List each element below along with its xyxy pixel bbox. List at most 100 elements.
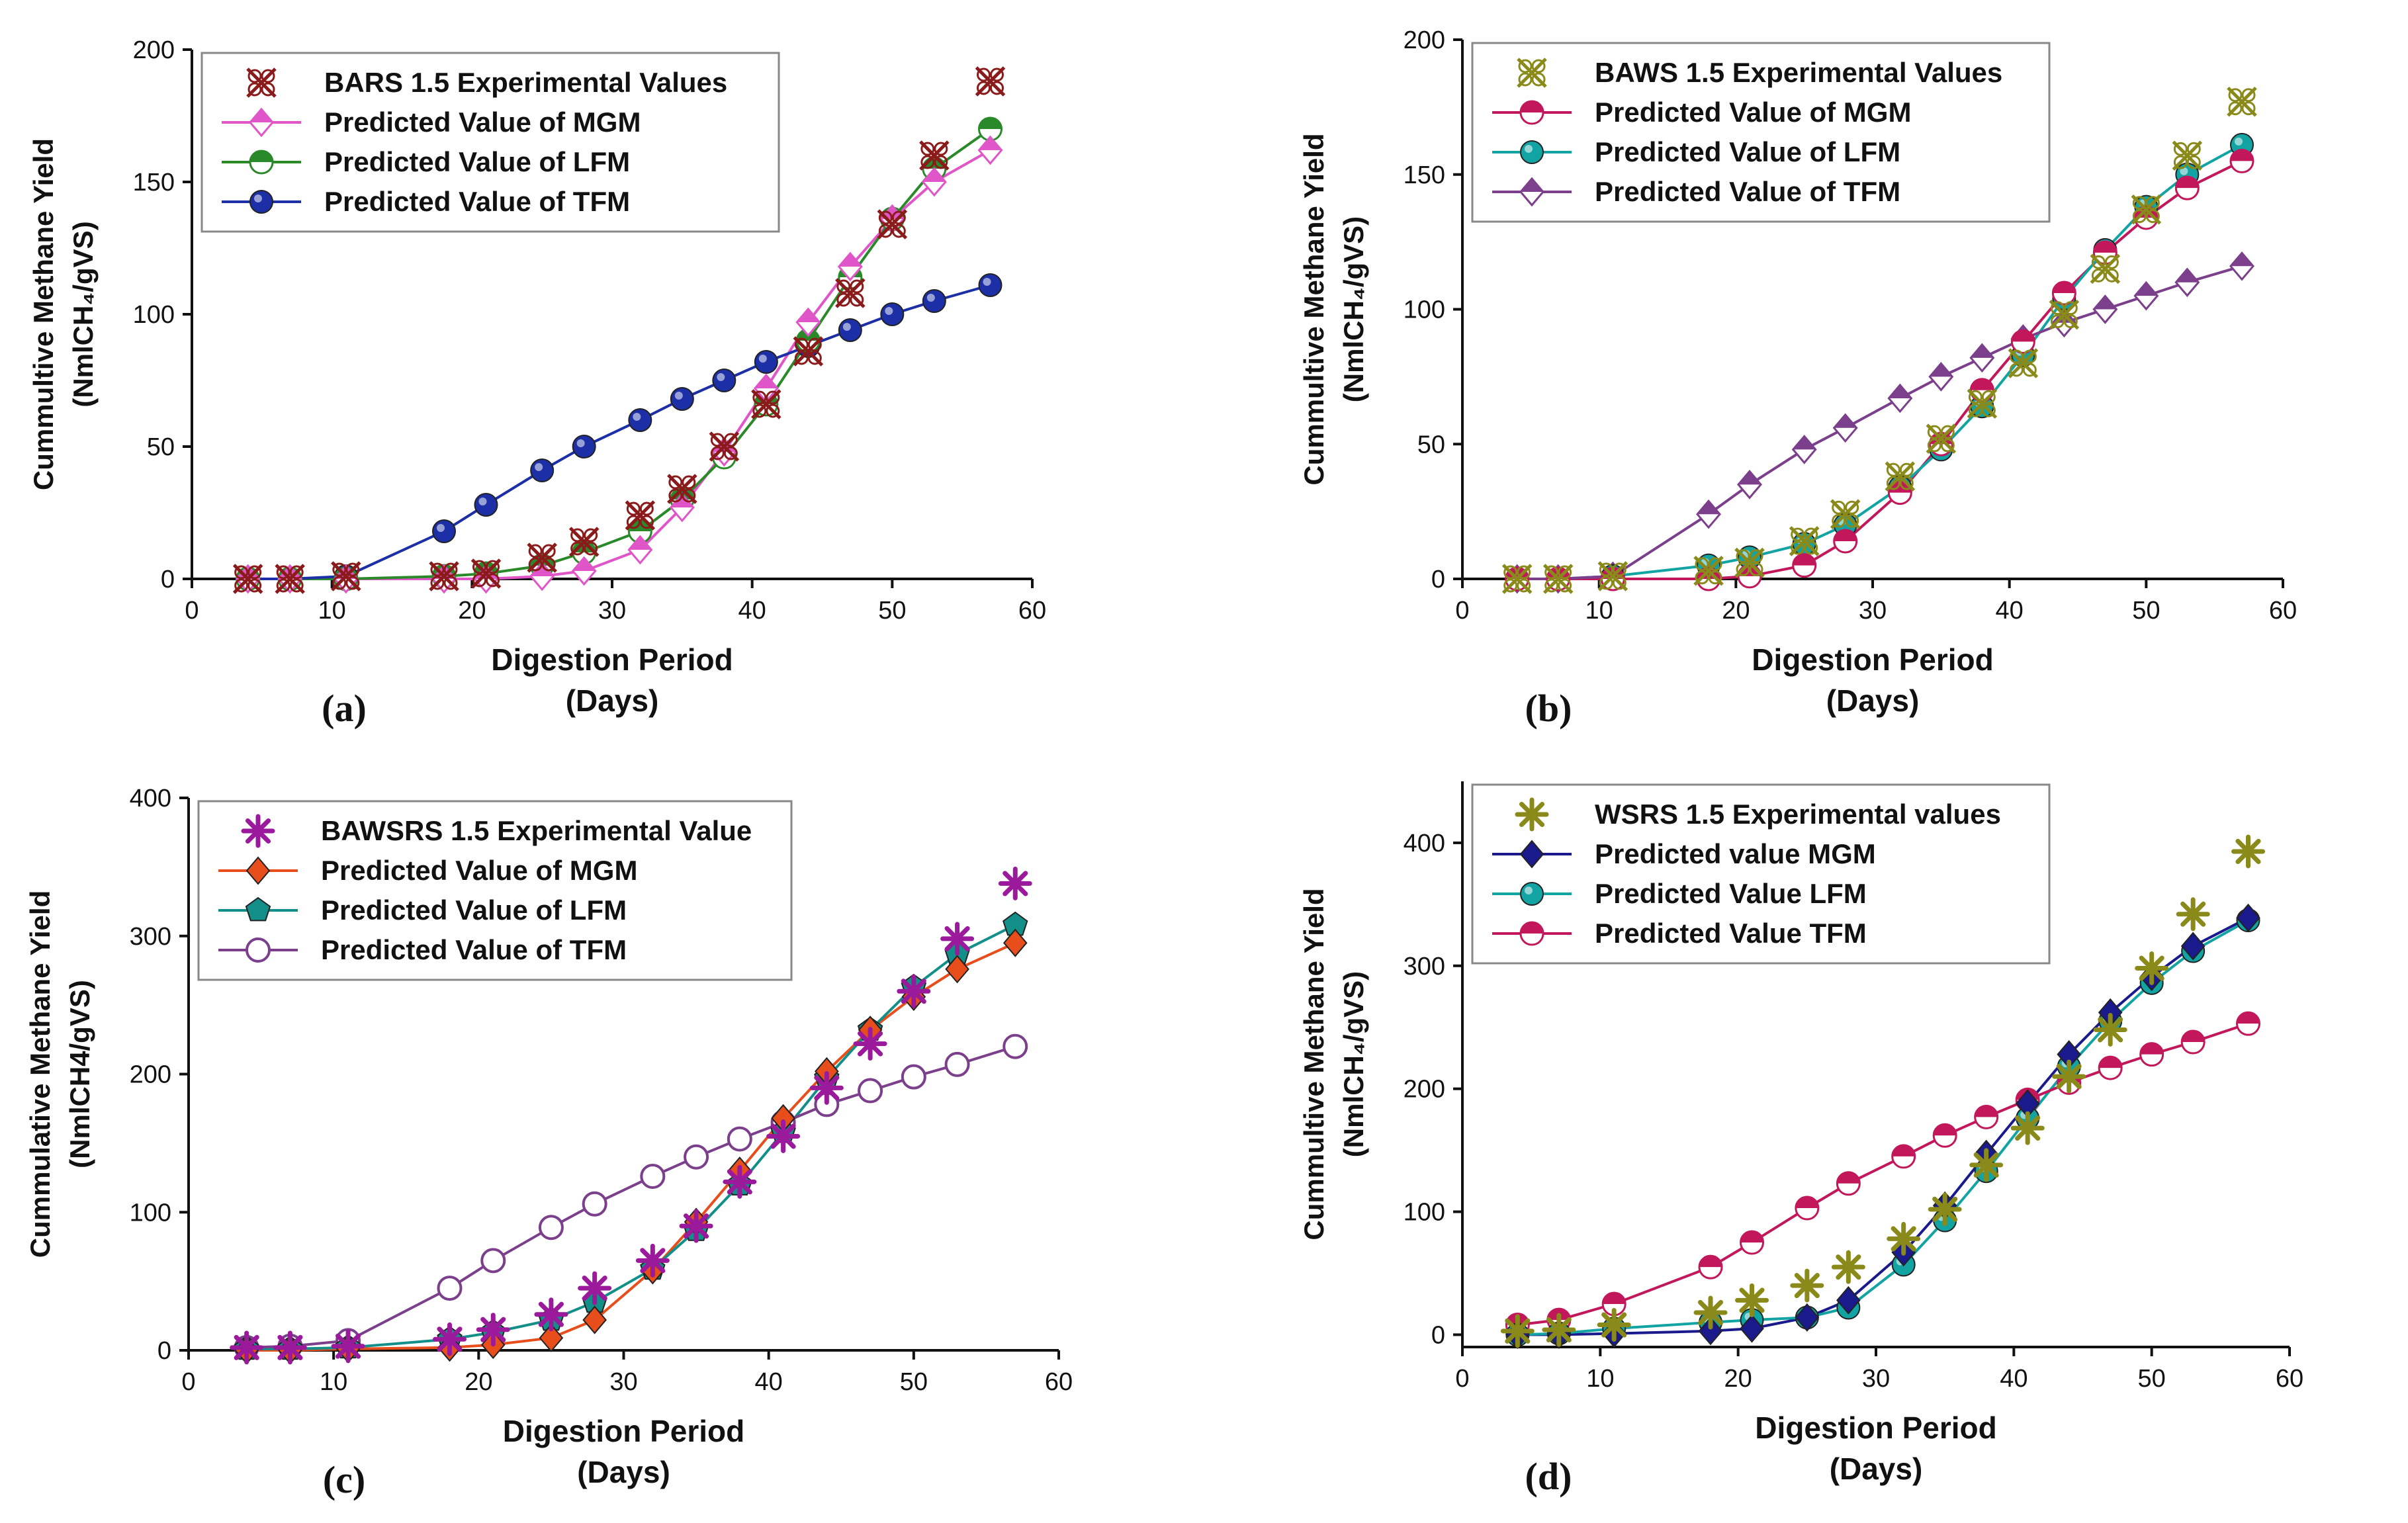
data-point bbox=[2133, 281, 2159, 311]
panel-label-b: (b) bbox=[1525, 687, 1572, 730]
legend: WSRS 1.5 Experimental values Predicted va… bbox=[1471, 783, 2051, 965]
x-tick-label: 50 bbox=[2138, 1365, 2166, 1393]
legend-entry-4: Predicted Value TFM bbox=[1492, 918, 1867, 949]
data-point bbox=[2229, 148, 2254, 173]
x-tick-label: 20 bbox=[465, 1368, 492, 1396]
data-point bbox=[922, 289, 946, 313]
data-point bbox=[578, 1271, 612, 1305]
data-point bbox=[1737, 470, 1762, 500]
data-point bbox=[2010, 329, 2035, 354]
legend-marker bbox=[249, 190, 273, 214]
data-point bbox=[1735, 1283, 1769, 1317]
legend-marker bbox=[1520, 140, 1544, 164]
y-tick-label: 100 bbox=[1404, 1199, 1445, 1227]
data-point bbox=[2093, 1012, 2127, 1047]
data-point bbox=[2236, 903, 2260, 932]
data-point bbox=[751, 389, 781, 419]
data-point bbox=[275, 564, 305, 594]
y-tick-label: 100 bbox=[133, 301, 175, 329]
data-point bbox=[667, 474, 697, 504]
x-tick-label: 10 bbox=[318, 597, 346, 625]
x-tick-label: 60 bbox=[1045, 1368, 1073, 1396]
x-tick-label: 50 bbox=[878, 597, 906, 625]
legend-entry-1: WSRS 1.5 Experimental values bbox=[1515, 797, 2001, 832]
data-point bbox=[793, 336, 824, 367]
data-point bbox=[2008, 348, 2039, 378]
chart-panel-a: 0 10 20 30 40 50 60 0 50 100 150 200 Digestion Perio… bbox=[0, 0, 1204, 762]
legend-label: Predicted Value of TFM bbox=[321, 934, 627, 965]
legend-label: Predicted Value of MGM bbox=[1595, 97, 1911, 128]
legend-label: BAWSRS 1.5 Experimental Value bbox=[321, 815, 752, 846]
data-point bbox=[1740, 1230, 1764, 1255]
data-point bbox=[897, 974, 931, 1008]
data-point bbox=[2180, 932, 2206, 961]
data-point bbox=[1693, 1295, 1728, 1330]
legend-entry-4: Predicted Value of TFM bbox=[1492, 176, 1900, 207]
data-point bbox=[2090, 253, 2121, 284]
data-point bbox=[2231, 834, 2265, 869]
data-point bbox=[582, 1191, 607, 1217]
data-point bbox=[232, 564, 263, 594]
x-tick-label: 20 bbox=[1722, 597, 1750, 625]
data-point bbox=[2176, 897, 2210, 932]
data-point bbox=[1003, 1033, 1028, 1059]
data-point bbox=[1967, 388, 1998, 419]
legend-marker bbox=[246, 67, 277, 98]
chart-panel-c: 0 10 20 30 40 50 60 0 100 200 300 400 Digestion Peri… bbox=[0, 762, 1204, 1523]
data-point bbox=[1832, 413, 1858, 443]
x-tick-label: 60 bbox=[2276, 1365, 2303, 1393]
data-point bbox=[1734, 547, 1765, 578]
data-point bbox=[627, 535, 653, 565]
chart-svg-d: 0 10 20 30 40 50 60 0 100 200 300 400 Digestion Peri… bbox=[1298, 781, 2303, 1498]
data-point bbox=[2229, 251, 2254, 281]
data-point bbox=[940, 922, 975, 956]
legend-marker bbox=[245, 896, 271, 922]
data-point bbox=[1795, 1196, 1820, 1221]
x-axis-label: Digestion Period bbox=[491, 642, 733, 677]
x-tick-label: 40 bbox=[2000, 1365, 2028, 1393]
y-tick-label: 200 bbox=[1404, 26, 1445, 54]
chart-svg-a: 0 10 20 30 40 50 60 0 50 100 150 200 Digestion Perio… bbox=[28, 36, 1046, 730]
data-point bbox=[628, 408, 652, 432]
x-axis-label-units: (Days) bbox=[1830, 1452, 1923, 1486]
data-point bbox=[2139, 1042, 2164, 1067]
data-point bbox=[1932, 1123, 1957, 1148]
legend-marker bbox=[245, 856, 271, 885]
x-tick-label: 30 bbox=[609, 1368, 637, 1396]
data-point bbox=[1887, 383, 1913, 413]
data-point bbox=[919, 140, 950, 171]
data-point bbox=[837, 251, 863, 282]
y-axis-label: Cummultive Methane Yield bbox=[1298, 133, 1329, 485]
data-point bbox=[1740, 1314, 1764, 1343]
legend-label: Predicted Value LFM bbox=[1595, 878, 1867, 909]
panel-label-a: (a) bbox=[322, 687, 367, 730]
data-point bbox=[433, 1322, 467, 1356]
data-point bbox=[571, 556, 597, 586]
legend-label: Predicted Value of MGM bbox=[321, 855, 637, 886]
legend: BARS 1.5 Experimental Values Predicted Va… bbox=[201, 52, 780, 233]
series-line-4 bbox=[246, 1045, 1016, 1349]
y-axis-label-units: (NmlCH₄/gVS) bbox=[1338, 971, 1369, 1157]
legend-marker bbox=[245, 937, 271, 963]
legend-label: Predicted Value of TFM bbox=[1595, 176, 1900, 207]
data-point bbox=[625, 500, 656, 531]
data-point bbox=[2227, 86, 2257, 117]
data-point bbox=[709, 431, 740, 462]
data-point bbox=[1003, 928, 1028, 957]
series-4-markers bbox=[1504, 251, 2254, 594]
data-point bbox=[975, 66, 1006, 97]
data-point bbox=[2049, 299, 2080, 330]
legend-label: Predicted value MGM bbox=[1595, 838, 1876, 869]
data-point bbox=[470, 558, 502, 589]
data-point bbox=[945, 955, 969, 984]
data-point bbox=[1891, 1144, 1916, 1169]
data-point bbox=[1795, 1303, 1820, 1332]
data-point bbox=[1836, 1171, 1861, 1196]
series-line-4 bbox=[247, 284, 991, 580]
data-point bbox=[331, 561, 361, 591]
x-tick-label: 40 bbox=[738, 597, 766, 625]
data-point bbox=[944, 1051, 970, 1077]
y-axis-label: Cummulative Methane Yield bbox=[24, 891, 56, 1258]
data-point bbox=[2174, 175, 2200, 200]
series-4-markers bbox=[236, 273, 1003, 591]
